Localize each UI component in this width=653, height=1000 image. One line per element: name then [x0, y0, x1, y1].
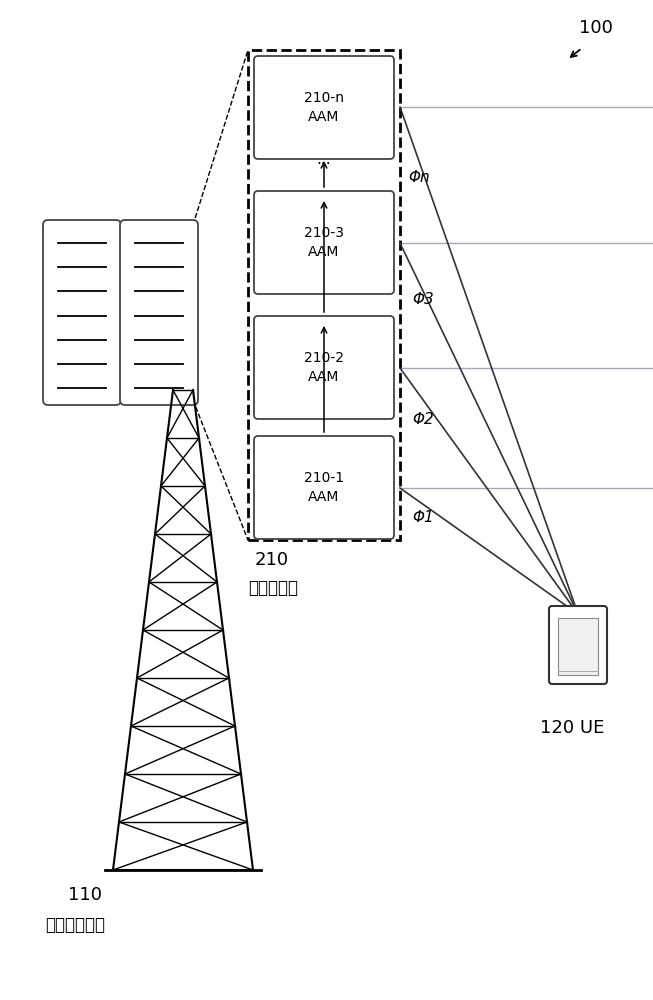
FancyBboxPatch shape	[254, 191, 394, 294]
Text: 210-3
AAM: 210-3 AAM	[304, 226, 344, 259]
Text: 多天线阵列: 多天线阵列	[248, 579, 298, 597]
Text: 210-1
AAM: 210-1 AAM	[304, 471, 344, 504]
Text: 210-2
AAM: 210-2 AAM	[304, 351, 344, 384]
Text: 110: 110	[68, 886, 102, 904]
FancyBboxPatch shape	[254, 316, 394, 419]
FancyBboxPatch shape	[254, 56, 394, 159]
FancyBboxPatch shape	[549, 606, 607, 684]
Text: Φ3: Φ3	[412, 292, 434, 308]
Text: Φ2: Φ2	[412, 412, 434, 428]
Text: 210: 210	[255, 551, 289, 569]
Text: 120 UE: 120 UE	[540, 719, 605, 737]
Text: Φ1: Φ1	[412, 510, 434, 526]
FancyBboxPatch shape	[254, 436, 394, 539]
Text: 无线网络节点: 无线网络节点	[45, 916, 105, 934]
Text: ...: ...	[317, 152, 331, 167]
FancyBboxPatch shape	[43, 220, 121, 405]
Text: 100: 100	[579, 19, 613, 37]
FancyBboxPatch shape	[120, 220, 198, 405]
FancyBboxPatch shape	[248, 50, 400, 540]
Text: 210-n
AAM: 210-n AAM	[304, 91, 344, 124]
Text: Φn: Φn	[408, 170, 430, 186]
Bar	[558, 618, 598, 675]
